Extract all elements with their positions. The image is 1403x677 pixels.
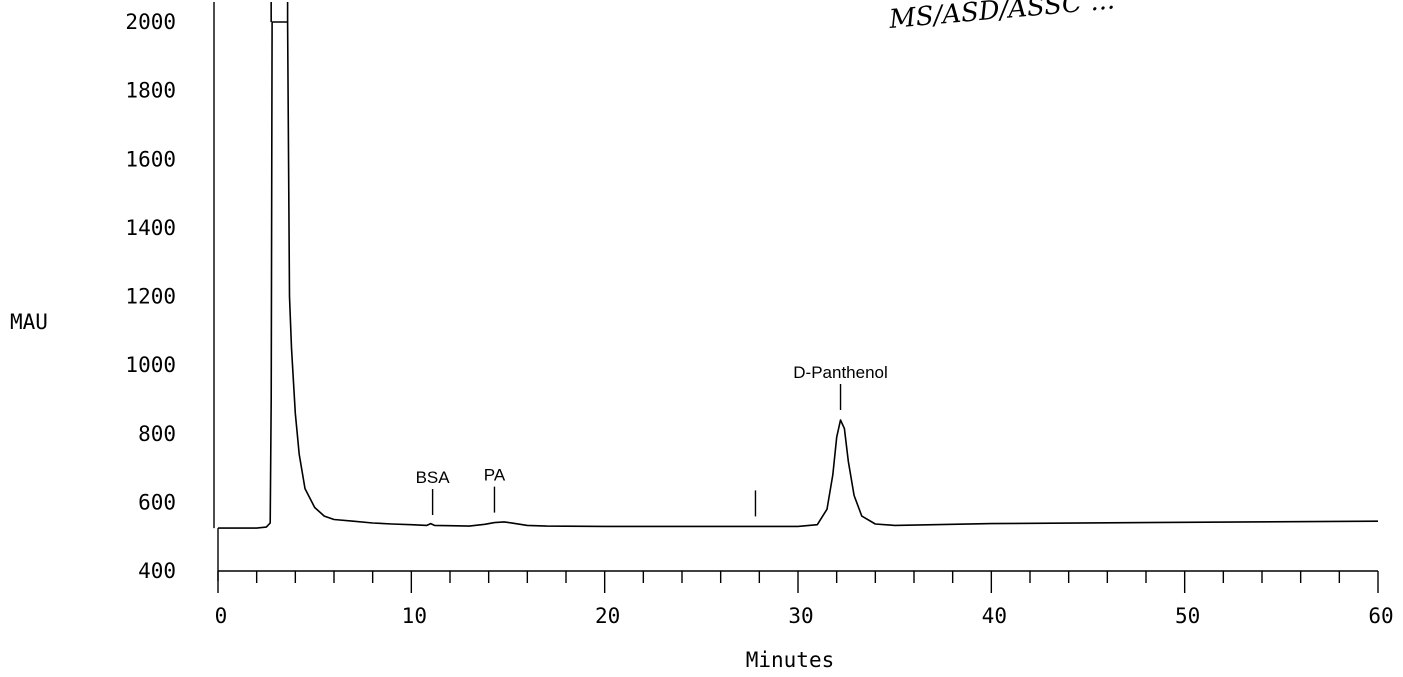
y-tick-label: 2000 xyxy=(125,10,176,34)
handwritten-note: MS/ASD/ASSC ... xyxy=(887,0,1116,35)
y-tick-label: 1400 xyxy=(125,216,176,240)
peak-annotations: BSA PA D-Panthenol xyxy=(416,363,888,517)
x-axis-title: Minutes xyxy=(746,648,835,672)
y-tick-label: 1800 xyxy=(125,79,176,103)
x-tick-label: 30 xyxy=(788,604,813,628)
x-tick-label: 50 xyxy=(1175,604,1200,628)
x-tick-label: 60 xyxy=(1368,604,1393,628)
x-tick-label: 40 xyxy=(982,604,1007,628)
peak-label: PA xyxy=(484,466,506,485)
x-tick-label: 10 xyxy=(402,604,427,628)
y-tick-label: 1200 xyxy=(125,285,176,309)
x-tick-label: 0 xyxy=(215,604,228,628)
y-axis-title: MAU xyxy=(10,310,48,334)
peak-label: BSA xyxy=(416,468,451,487)
y-tick-labels: 400 600 800 1000 1200 1400 1600 1800 2000 xyxy=(125,10,176,583)
y-tick-label: 600 xyxy=(138,490,176,514)
x-axis xyxy=(217,570,1379,593)
peak-label: D-Panthenol xyxy=(793,363,888,382)
plot-area xyxy=(213,2,1379,581)
y-tick-label: 800 xyxy=(138,422,176,446)
y-tick-label: 400 xyxy=(138,559,176,583)
y-tick-label: 1600 xyxy=(125,147,176,171)
x-tick-label: 20 xyxy=(595,604,620,628)
y-tick-label: 1000 xyxy=(125,353,176,377)
x-tick-labels: 0 10 20 30 40 50 60 xyxy=(215,604,1394,628)
signal-trace xyxy=(218,21,1379,529)
